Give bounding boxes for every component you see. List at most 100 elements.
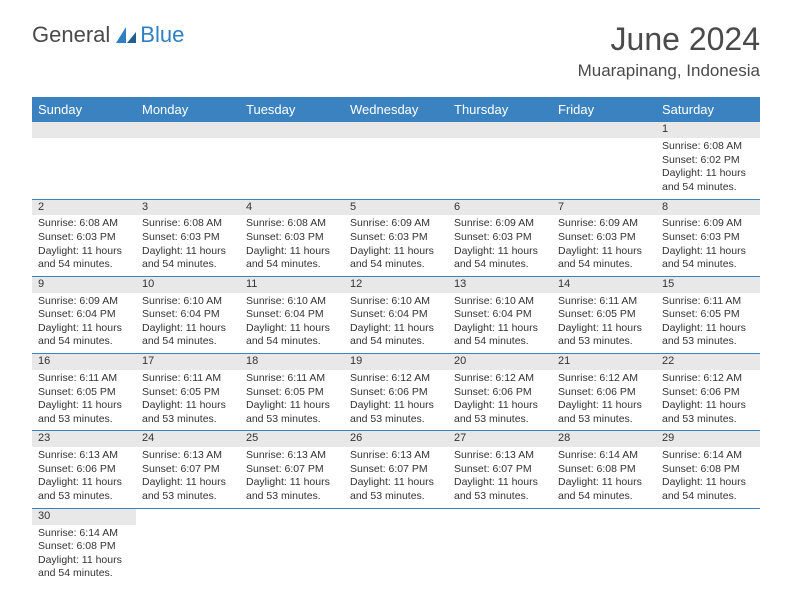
calendar-cell (240, 122, 344, 199)
day-number: 12 (344, 277, 448, 293)
day-number-empty (240, 122, 344, 138)
calendar-cell: 28Sunrise: 6:14 AMSunset: 6:08 PMDayligh… (552, 431, 656, 508)
calendar-cell: 4Sunrise: 6:08 AMSunset: 6:03 PMDaylight… (240, 199, 344, 276)
calendar-row: 23Sunrise: 6:13 AMSunset: 6:06 PMDayligh… (32, 431, 760, 508)
day-number-empty (448, 122, 552, 138)
calendar-cell: 27Sunrise: 6:13 AMSunset: 6:07 PMDayligh… (448, 431, 552, 508)
col-monday: Monday (136, 97, 240, 122)
calendar-cell: 19 Sunrise: 6:12 AMSunset: 6:06 PMDayligh… (344, 354, 448, 431)
day-number: 29 (656, 431, 760, 447)
day-number: 16 (32, 354, 136, 370)
calendar-cell: 1 Sunrise: 6:08 AMSunset: 6:02 PMDaylight… (656, 122, 760, 199)
day-number: 3 (136, 200, 240, 216)
day-details: Sunrise: 6:09 AMSunset: 6:04 PMDaylight:… (38, 295, 130, 350)
calendar-cell: 14Sunrise: 6:11 AMSunset: 6:05 PMDayligh… (552, 276, 656, 353)
calendar-table: Sunday Monday Tuesday Wednesday Thursday… (32, 97, 760, 585)
day-details: Sunrise: 6:08 AMSunset: 6:03 PMDaylight:… (246, 217, 338, 272)
day-number: 22 (656, 354, 760, 370)
calendar-cell: 22 Sunrise: 6:12 AMSunset: 6:06 PMDayligh… (656, 354, 760, 431)
day-number: 30 (32, 509, 136, 525)
calendar-row: 9 Sunrise: 6:09 AMSunset: 6:04 PMDaylight… (32, 276, 760, 353)
day-details: Sunrise: 6:11 AMSunset: 6:05 PMDaylight:… (246, 372, 338, 427)
day-number: 21 (552, 354, 656, 370)
day-number: 5 (344, 200, 448, 216)
logo-sail-icon (114, 25, 138, 45)
calendar-cell (136, 508, 240, 585)
day-number: 8 (656, 200, 760, 216)
calendar-cell: 12Sunrise: 6:10 AMSunset: 6:04 PMDayligh… (344, 276, 448, 353)
day-details: Sunrise: 6:09 AMSunset: 6:03 PMDaylight:… (662, 217, 754, 272)
day-details: Sunrise: 6:08 AMSunset: 6:02 PMDaylight:… (662, 140, 754, 195)
day-details: Sunrise: 6:12 AMSunset: 6:06 PMDaylight:… (454, 372, 546, 427)
calendar-cell: 13 Sunrise: 6:10 AMSunset: 6:04 PMDayligh… (448, 276, 552, 353)
col-tuesday: Tuesday (240, 97, 344, 122)
day-number: 6 (448, 200, 552, 216)
calendar-cell (448, 508, 552, 585)
calendar-cell: 20 Sunrise: 6:12 AMSunset: 6:06 PMDayligh… (448, 354, 552, 431)
day-number: 15 (656, 277, 760, 293)
calendar-cell: 24 Sunrise: 6:13 AMSunset: 6:07 PMDayligh… (136, 431, 240, 508)
weekday-header-row: Sunday Monday Tuesday Wednesday Thursday… (32, 97, 760, 122)
col-wednesday: Wednesday (344, 97, 448, 122)
calendar-cell: 8Sunrise: 6:09 AMSunset: 6:03 PMDaylight… (656, 199, 760, 276)
calendar-cell (344, 508, 448, 585)
day-details: Sunrise: 6:13 AMSunset: 6:07 PMDaylight:… (350, 449, 442, 504)
day-details: Sunrise: 6:12 AMSunset: 6:06 PMDaylight:… (350, 372, 442, 427)
calendar-cell: 11Sunrise: 6:10 AMSunset: 6:04 PMDayligh… (240, 276, 344, 353)
day-number: 24 (136, 431, 240, 447)
location-subtitle: Muarapinang, Indonesia (578, 61, 760, 81)
calendar-cell (240, 508, 344, 585)
day-number: 1 (656, 122, 760, 138)
col-thursday: Thursday (448, 97, 552, 122)
calendar-cell: 3Sunrise: 6:08 AMSunset: 6:03 PMDaylight… (136, 199, 240, 276)
day-details: Sunrise: 6:11 AMSunset: 6:05 PMDaylight:… (662, 295, 754, 350)
day-details: Sunrise: 6:13 AMSunset: 6:07 PMDaylight:… (246, 449, 338, 504)
day-number: 4 (240, 200, 344, 216)
day-number: 13 (448, 277, 552, 293)
calendar-row: 2Sunrise: 6:08 AMSunset: 6:03 PMDaylight… (32, 199, 760, 276)
day-details: Sunrise: 6:14 AMSunset: 6:08 PMDaylight:… (38, 527, 130, 582)
day-details: Sunrise: 6:13 AMSunset: 6:07 PMDaylight:… (454, 449, 546, 504)
col-saturday: Saturday (656, 97, 760, 122)
day-number: 14 (552, 277, 656, 293)
day-details: Sunrise: 6:10 AMSunset: 6:04 PMDaylight:… (454, 295, 546, 350)
calendar-cell: 26 Sunrise: 6:13 AMSunset: 6:07 PMDayligh… (344, 431, 448, 508)
day-number: 23 (32, 431, 136, 447)
calendar-cell: 10 Sunrise: 6:10 AMSunset: 6:04 PMDayligh… (136, 276, 240, 353)
day-details: Sunrise: 6:08 AMSunset: 6:03 PMDaylight:… (38, 217, 130, 272)
day-number-empty (344, 122, 448, 138)
calendar-cell: 17Sunrise: 6:11 AMSunset: 6:05 PMDayligh… (136, 354, 240, 431)
col-sunday: Sunday (32, 97, 136, 122)
day-number: 20 (448, 354, 552, 370)
calendar-cell: 16Sunrise: 6:11 AMSunset: 6:05 PMDayligh… (32, 354, 136, 431)
day-number-empty (136, 122, 240, 138)
day-number: 19 (344, 354, 448, 370)
calendar-cell: 29Sunrise: 6:14 AMSunset: 6:08 PMDayligh… (656, 431, 760, 508)
day-number: 26 (344, 431, 448, 447)
calendar-cell: 6Sunrise: 6:09 AMSunset: 6:03 PMDaylight… (448, 199, 552, 276)
day-details: Sunrise: 6:10 AMSunset: 6:04 PMDaylight:… (246, 295, 338, 350)
calendar-cell (32, 122, 136, 199)
calendar-cell: 25Sunrise: 6:13 AMSunset: 6:07 PMDayligh… (240, 431, 344, 508)
day-details: Sunrise: 6:09 AMSunset: 6:03 PMDaylight:… (454, 217, 546, 272)
day-details: Sunrise: 6:09 AMSunset: 6:03 PMDaylight:… (558, 217, 650, 272)
logo-word-1: General (32, 22, 110, 48)
day-number-empty (552, 122, 656, 138)
day-number: 9 (32, 277, 136, 293)
day-details: Sunrise: 6:11 AMSunset: 6:05 PMDaylight:… (142, 372, 234, 427)
calendar-row: 1 Sunrise: 6:08 AMSunset: 6:02 PMDaylight… (32, 122, 760, 199)
day-number: 10 (136, 277, 240, 293)
day-details: Sunrise: 6:12 AMSunset: 6:06 PMDaylight:… (662, 372, 754, 427)
day-details: Sunrise: 6:08 AMSunset: 6:03 PMDaylight:… (142, 217, 234, 272)
day-details: Sunrise: 6:13 AMSunset: 6:07 PMDaylight:… (142, 449, 234, 504)
calendar-row: 16 Sunrise: 6:11 AMSunset: 6:05 PMDayligh… (32, 354, 760, 431)
calendar-cell (656, 508, 760, 585)
title-block: June 2024 Muarapinang, Indonesia (578, 22, 760, 81)
calendar-body: 1 Sunrise: 6:08 AMSunset: 6:02 PMDaylight… (32, 122, 760, 585)
calendar-cell: 18Sunrise: 6:11 AMSunset: 6:05 PMDayligh… (240, 354, 344, 431)
calendar-cell (552, 122, 656, 199)
day-details: Sunrise: 6:10 AMSunset: 6:04 PMDaylight:… (142, 295, 234, 350)
calendar-row: 30 Sunrise: 6:14 AMSunset: 6:08 PMDayligh… (32, 508, 760, 585)
day-number: 28 (552, 431, 656, 447)
page-header: General Blue June 2024 Muarapinang, Indo… (0, 0, 792, 89)
